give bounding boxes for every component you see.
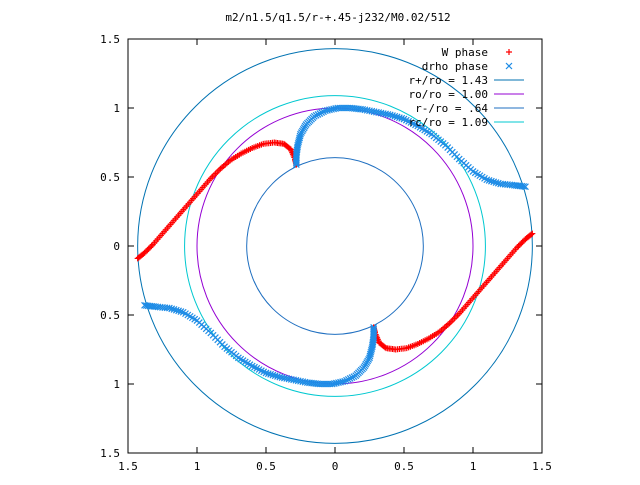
point-s0-b0-1-2-glyph bbox=[144, 247, 151, 254]
legend-marker-1-glyph bbox=[505, 62, 513, 70]
y-tick-label-2: 0.5 bbox=[100, 171, 120, 184]
point-s1-b1-21-0 bbox=[141, 301, 148, 309]
point-s1-b0-5-1-glyph bbox=[312, 111, 320, 119]
point-s1-b1-5-5 bbox=[343, 376, 350, 384]
legend-marker-0 bbox=[506, 49, 512, 55]
point-s0-b1-1-5-glyph bbox=[515, 243, 522, 249]
point-s1-b0-20-5 bbox=[520, 183, 528, 190]
point-s1-b1-5-2 bbox=[348, 374, 356, 381]
point-s1-b1-21-0-glyph bbox=[141, 301, 148, 309]
point-s1-b1-11-5-glyph bbox=[264, 370, 272, 378]
point-s0-b0-1-4 bbox=[147, 244, 154, 251]
point-s1-b1-5-0-glyph bbox=[352, 372, 360, 380]
point-s1-b0-5-0 bbox=[310, 112, 318, 120]
legend-marker-1 bbox=[505, 62, 513, 70]
point-s1-b1-5-4 bbox=[344, 375, 352, 383]
legend-label-series-0: W phase bbox=[442, 46, 488, 59]
point-s1-b1-5-5-glyph bbox=[343, 376, 350, 384]
point-s1-b0-5-1 bbox=[312, 111, 320, 119]
point-s0-b0-1-3-glyph bbox=[145, 245, 152, 252]
point-s0-b0-1-0 bbox=[141, 249, 148, 256]
series-0 bbox=[134, 139, 536, 353]
point-s1-b0-5-2 bbox=[314, 111, 322, 118]
legend-label-series-1: drho phase bbox=[422, 60, 488, 73]
point-s0-b1-1-0 bbox=[522, 236, 529, 243]
legend-label-circle-1: ro/ro = 1.00 bbox=[409, 88, 488, 101]
point-s0-b0-1-5-glyph bbox=[148, 243, 155, 249]
chart-title: m2/n1.5/q1.5/r-+.45-j232/M0.02/512 bbox=[225, 11, 450, 24]
point-s1-b0-5-0-glyph bbox=[310, 112, 318, 120]
x-tick-label-4: 0.5 bbox=[394, 460, 414, 473]
point-s0-b1-1-1 bbox=[521, 237, 528, 244]
point-s0-b1-1-4-glyph bbox=[516, 241, 523, 248]
point-s0-b0-1-2 bbox=[144, 247, 151, 254]
data-series bbox=[134, 104, 536, 388]
x-tick-label-0: 1.5 bbox=[118, 460, 138, 473]
point-s1-b1-20-5 bbox=[142, 302, 150, 309]
axis-ticks: 1.5 1 0.5 0 0.5 1 1.51.510.500.511.5 bbox=[100, 33, 552, 473]
point-s1-b0-21-0-glyph bbox=[522, 183, 529, 191]
point-s1-b0-5-4 bbox=[318, 109, 326, 117]
point-s1-b1-5-2-glyph bbox=[348, 374, 356, 381]
point-s0-b0-1-5 bbox=[148, 243, 155, 249]
x-tick-label-3: 0 bbox=[332, 460, 339, 473]
y-tick-label-1: 1 bbox=[113, 102, 120, 115]
x-tick-label-2: 0.5 bbox=[256, 460, 276, 473]
point-s0-b1-1-1-glyph bbox=[521, 237, 528, 244]
point-s1-b0-5-5 bbox=[320, 108, 327, 116]
x-tick-label-1: 1 bbox=[194, 460, 201, 473]
point-s0-b1-1-5 bbox=[515, 243, 522, 249]
circle-0 bbox=[137, 48, 533, 444]
x-tick-label-5: 1 bbox=[470, 460, 477, 473]
point-s0-b1-1-4 bbox=[516, 241, 523, 248]
reference-circles bbox=[137, 48, 533, 444]
point-s0-b1-1-2 bbox=[519, 238, 526, 245]
legend-marker-0-glyph bbox=[506, 49, 512, 55]
point-s1-b1-20-5-glyph bbox=[142, 302, 150, 309]
point-s1-b0-11-5 bbox=[398, 114, 406, 122]
point-s0-b0-1-3 bbox=[145, 245, 152, 252]
legend-label-circle-3: rc/ro = 1.09 bbox=[409, 116, 488, 129]
circle-1 bbox=[196, 107, 474, 385]
series-1 bbox=[141, 104, 529, 388]
point-s1-b0-5-5-glyph bbox=[320, 108, 327, 116]
point-s1-b0-5-3 bbox=[316, 110, 324, 117]
circle-3 bbox=[184, 95, 486, 397]
point-s0-b0-1-1 bbox=[142, 248, 149, 255]
point-s1-b1-5-4-glyph bbox=[344, 375, 352, 383]
point-s1-b1-5-1 bbox=[350, 373, 358, 381]
point-s1-b1-5-0 bbox=[352, 372, 360, 380]
x-tick-label-6: 1.5 bbox=[532, 460, 552, 473]
circle-2 bbox=[246, 157, 424, 335]
point-s1-b0-20-5-glyph bbox=[520, 183, 528, 190]
y-tick-label-4: 0.5 bbox=[100, 309, 120, 322]
point-s0-b0-1-4-glyph bbox=[147, 244, 154, 251]
point-s0-b1-1-2-glyph bbox=[519, 238, 526, 245]
y-tick-label-5: 1 bbox=[113, 378, 120, 391]
point-s0-b1-1-3-glyph bbox=[518, 240, 525, 247]
y-tick-label-3: 0 bbox=[113, 240, 120, 253]
point-s0-b0-1-0-glyph bbox=[141, 249, 148, 256]
point-s1-b0-21-0 bbox=[522, 183, 529, 191]
y-tick-label-0: 1.5 bbox=[100, 33, 120, 46]
point-s0-b1-1-0-glyph bbox=[522, 236, 529, 243]
point-s1-b1-5-3-glyph bbox=[346, 375, 354, 382]
point-s0-b1-1-3 bbox=[518, 240, 525, 247]
point-s1-b0-5-2-glyph bbox=[314, 111, 322, 118]
point-s1-b1-11-5 bbox=[264, 370, 272, 378]
point-s1-b0-5-4-glyph bbox=[318, 109, 326, 117]
point-s1-b0-11-5-glyph bbox=[398, 114, 406, 122]
point-s0-b0-1-1-glyph bbox=[142, 248, 149, 255]
point-s1-b1-5-1-glyph bbox=[350, 373, 358, 381]
point-s1-b1-5-3 bbox=[346, 375, 354, 382]
legend-label-circle-0: r+/ro = 1.43 bbox=[409, 74, 488, 87]
y-tick-label-6: 1.5 bbox=[100, 447, 120, 460]
legend-label-circle-2: r-/ro = .64 bbox=[415, 102, 488, 115]
point-s1-b0-5-3-glyph bbox=[316, 110, 324, 117]
